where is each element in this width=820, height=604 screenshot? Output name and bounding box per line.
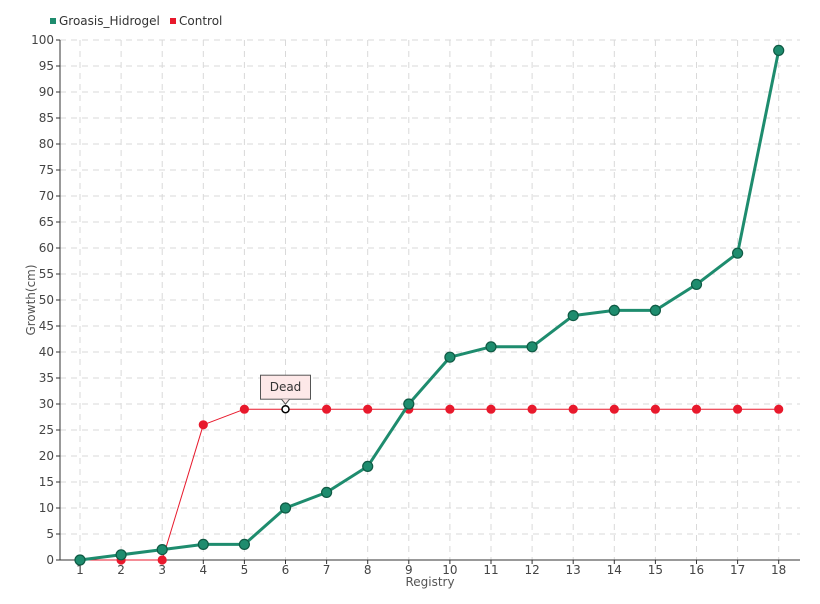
y-tick-label: 30: [39, 397, 54, 411]
x-tick-label: 5: [241, 563, 249, 577]
y-axis-title: Growth(cm): [24, 264, 38, 335]
x-tick-label: 3: [158, 563, 166, 577]
data-point-control-highlighted[interactable]: [281, 404, 290, 414]
data-point-groasis[interactable]: [403, 398, 415, 410]
y-tick-label: 60: [39, 241, 54, 255]
series-groasis: [74, 44, 785, 566]
y-tick-label: 90: [39, 85, 54, 99]
x-axis-title: Registry: [405, 575, 454, 589]
data-point-groasis[interactable]: [690, 278, 703, 290]
annotation-box: [260, 374, 311, 400]
legend-item-groasis[interactable]: Groasis_Hidrogel: [50, 14, 160, 28]
data-point-groasis[interactable]: [362, 460, 374, 472]
data-point-control[interactable]: [322, 404, 332, 414]
series-control: [75, 404, 784, 565]
y-tick-labels: 0 5 10 15 20 25 30 35 40 45 50 55 60 65 70 75 80 85 90 95 10…: [31, 33, 60, 567]
data-point-control[interactable]: [198, 420, 208, 430]
data-point-groasis[interactable]: [444, 351, 456, 363]
annotation-label: Dead: [270, 380, 302, 394]
data-point-control[interactable]: [609, 404, 619, 414]
annotation: Dead: [260, 374, 311, 406]
y-tick-label: 70: [39, 189, 54, 203]
data-point-control[interactable]: [650, 404, 661, 414]
x-tick-label: 1: [76, 563, 84, 577]
y-tick-label: 45: [39, 319, 54, 333]
grid: [60, 39, 800, 560]
x-tick-label: 12: [524, 563, 539, 577]
y-tick-label: 0: [46, 553, 54, 567]
data-point-groasis[interactable]: [608, 304, 620, 316]
data-point-groasis[interactable]: [238, 538, 250, 551]
data-point-groasis[interactable]: [279, 502, 292, 514]
y-tick-label: 15: [39, 475, 54, 489]
x-tick-label: 8: [364, 563, 372, 577]
data-point-groasis[interactable]: [526, 341, 538, 353]
x-tick-label: 17: [730, 563, 745, 577]
data-point-control[interactable]: [732, 404, 743, 414]
x-tick-labels: 1 2 3 4 5 6 7 8 9 10 11 12 13 14 15 16 17 18: [76, 560, 786, 577]
y-tick-label: 5: [46, 527, 54, 541]
x-tick-label: 9: [405, 563, 413, 577]
legend-item-control[interactable]: Control: [170, 14, 222, 28]
y-tick-label: 100: [31, 33, 54, 47]
data-point-control[interactable]: [486, 404, 496, 414]
x-tick-label: 10: [442, 563, 457, 577]
data-point-groasis[interactable]: [649, 304, 662, 316]
y-tick-label: 35: [39, 371, 54, 385]
data-point-groasis[interactable]: [485, 341, 497, 353]
data-point-groasis[interactable]: [156, 543, 168, 556]
x-tick-label: 4: [199, 563, 207, 577]
x-tick-label: 15: [648, 563, 663, 577]
x-tick-label: 14: [607, 563, 622, 577]
data-point-control[interactable]: [774, 404, 784, 414]
legend-swatch-groasis: [50, 18, 56, 24]
y-tick-label: 95: [39, 59, 54, 73]
data-point-control[interactable]: [363, 404, 373, 414]
x-tick-label: 16: [689, 563, 704, 577]
data-point-control[interactable]: [157, 555, 167, 565]
data-point-groasis[interactable]: [115, 549, 127, 561]
data-point-groasis[interactable]: [567, 310, 579, 322]
data-point-control[interactable]: [239, 404, 249, 414]
y-tick-label: 20: [39, 449, 54, 463]
y-tick-label: 50: [39, 293, 54, 307]
series-line-control: [80, 408, 779, 561]
data-point-groasis[interactable]: [74, 554, 86, 566]
y-tick-label: 85: [39, 111, 54, 125]
y-tick-label: 75: [39, 163, 54, 177]
x-tick-label: 13: [566, 563, 581, 577]
annotation-pointer: [281, 398, 290, 406]
data-point-control[interactable]: [527, 404, 537, 414]
data-point-groasis[interactable]: [197, 538, 209, 551]
y-tick-label: 55: [39, 267, 54, 281]
data-point-control[interactable]: [568, 404, 578, 414]
x-tick-label: 2: [117, 563, 125, 577]
x-tick-label: 7: [323, 563, 331, 577]
series: [74, 44, 785, 566]
legend-label-control: Control: [179, 14, 222, 28]
legend: Groasis_Hidrogel Control: [50, 14, 222, 28]
data-point-control[interactable]: [691, 404, 702, 414]
legend-label-groasis: Groasis_Hidrogel: [59, 14, 160, 28]
x-tick-label: 6: [282, 563, 290, 577]
y-tick-label: 65: [39, 215, 54, 229]
x-tick-label: 11: [483, 563, 498, 577]
data-point-groasis[interactable]: [773, 44, 785, 57]
y-tick-label: 40: [39, 345, 54, 359]
y-tick-label: 80: [39, 137, 54, 151]
data-point-groasis[interactable]: [731, 247, 744, 259]
y-tick-label: 10: [39, 501, 54, 515]
series-line-groasis: [79, 50, 781, 562]
y-tick-label: 25: [39, 423, 54, 437]
data-point-groasis[interactable]: [321, 486, 333, 498]
data-point-control[interactable]: [445, 404, 455, 414]
legend-swatch-control: [170, 18, 176, 24]
x-tick-label: 18: [771, 563, 786, 577]
